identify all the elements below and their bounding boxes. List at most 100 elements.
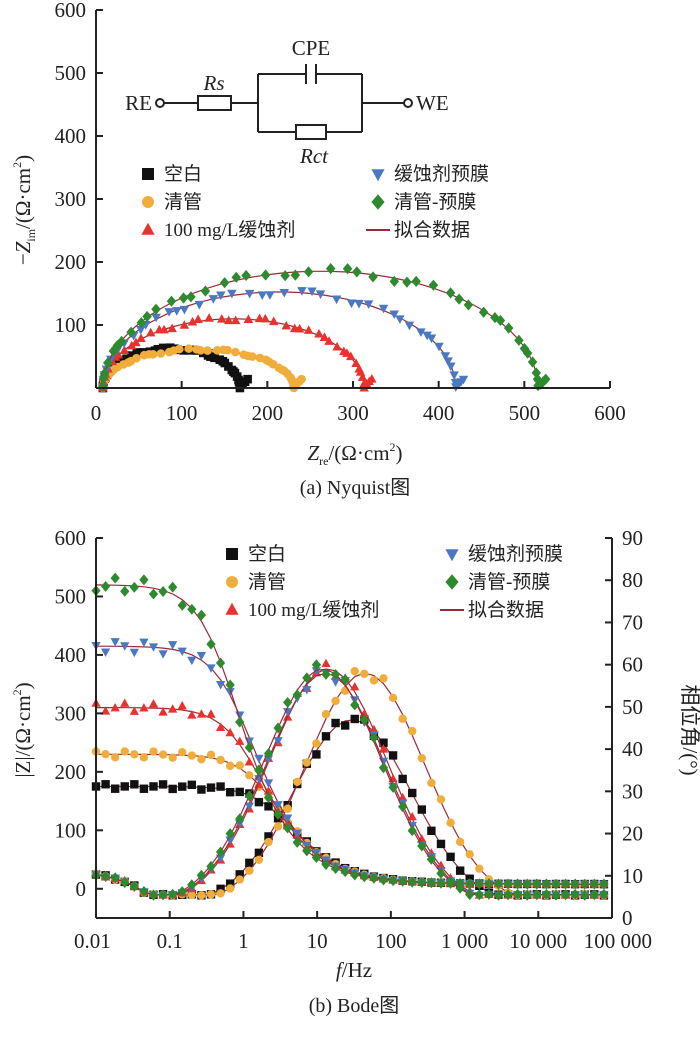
bode-impedance-point [254, 754, 264, 764]
nyquist-data-point [527, 356, 538, 368]
bode-impedance-point [215, 657, 226, 669]
nyquist-data-point [113, 349, 124, 359]
bode-left-tick-label: 0 [76, 877, 87, 901]
bode-impedance-point [158, 586, 168, 597]
bode-phase-point [321, 732, 331, 741]
bode-impedance-point [177, 647, 187, 656]
bode-plot-area [91, 572, 609, 901]
bode-phase-point [379, 674, 388, 683]
bode-impedance-point [110, 572, 120, 584]
bode-impedance-point [570, 878, 580, 890]
bode-impedance-point [388, 875, 398, 887]
bode-phase-point [312, 750, 321, 759]
bode-impedance-point [197, 785, 206, 794]
nyquist-data-point [216, 291, 226, 301]
bode-phase-point [369, 676, 379, 685]
bode-impedance-point [187, 710, 197, 719]
circuit-we-label: WE [416, 91, 449, 115]
bode-impedance-point [129, 648, 139, 658]
bode-x-tick-label: 10 [307, 929, 328, 953]
nyquist-data-point [315, 290, 326, 300]
bode-right-tick-label: 10 [622, 864, 643, 888]
bode-phase-point [436, 867, 446, 879]
bode-impedance-point [149, 782, 158, 791]
nyquist-data-point [244, 289, 255, 299]
bode-impedance-point [129, 581, 139, 593]
nyquist-legend-fit-label: 拟合数据 [394, 219, 470, 241]
nyquist-data-point [281, 320, 291, 330]
nyquist-data-point [223, 345, 232, 355]
nyquist-data-point [297, 374, 306, 384]
bode-right-tick-label: 20 [622, 822, 643, 846]
nyquist-data-point [223, 315, 234, 325]
nyquist-x-label: Zre/(Ω·cm2) [307, 440, 402, 468]
bode-impedance-point [474, 878, 484, 890]
bode-impedance-point [139, 753, 149, 762]
nyquist-x-tick-label: 500 [509, 401, 541, 425]
bode-phase-point [388, 693, 398, 703]
bode-phase-point [263, 755, 274, 764]
circuit-cpe-label: CPE [292, 36, 331, 60]
bode-phase-fit [95, 719, 604, 896]
nyquist-data-point [105, 355, 116, 365]
bode-impedance-point [311, 852, 322, 864]
nyquist-data-point [200, 285, 211, 297]
bode-impedance-point [110, 784, 120, 793]
bode-phase-point [120, 877, 130, 889]
bode-phase-point [455, 882, 465, 894]
nyquist-data-point [332, 341, 342, 351]
bode-legend-marker [226, 576, 238, 588]
nyquist-data-point [354, 299, 364, 309]
bode-phase-point [331, 718, 340, 728]
bode-impedance-point [225, 727, 235, 737]
bode-phase-point [311, 659, 322, 671]
nyquist-data-point [463, 299, 474, 311]
bode-impedance-point [426, 877, 437, 889]
bode-impedance-point [321, 859, 331, 871]
bode-impedance-point [254, 797, 264, 807]
bode-phase-point [436, 839, 446, 849]
nyquist-data-point [346, 351, 356, 361]
bode-phase-point [427, 778, 436, 788]
bode-legend-marker [445, 574, 459, 590]
nyquist-data-point [158, 343, 168, 353]
nyquist-data-point [116, 335, 127, 347]
bode-impedance-point [168, 753, 177, 762]
nyquist-data-point [98, 380, 108, 392]
bode-phase-point [541, 888, 552, 900]
bode-impedance-fit [95, 584, 604, 885]
nyquist-data-point [142, 310, 152, 323]
nyquist-data-point [294, 323, 305, 333]
nyquist-data-point [136, 317, 147, 329]
bode-impedance-point [359, 871, 369, 883]
bode-legend-marker [225, 602, 239, 615]
nyquist-legend-label: 100 mg/L缓蚀剂 [164, 219, 295, 241]
bode-impedance-point [196, 652, 207, 661]
bode-impedance-point [235, 716, 245, 728]
bode-phase-point [407, 811, 417, 821]
bode-phase-point [273, 722, 283, 734]
bode-impedance-point [216, 782, 225, 791]
bode-impedance-point [417, 877, 427, 888]
nyquist-data-point [357, 372, 368, 381]
bode-impedance-point [110, 702, 120, 712]
bode-right-tick-label: 90 [622, 526, 643, 550]
bode-phase-point [273, 822, 283, 831]
nyquist-x-tick-label: 600 [594, 401, 626, 425]
nyquist-y-tick-label: 600 [55, 0, 87, 22]
bode-impedance-point [407, 876, 417, 888]
nyquist-data-point [132, 353, 141, 363]
nyquist-data-point [514, 334, 524, 346]
bode-impedance-point [215, 722, 226, 731]
bode-impedance-point [273, 808, 283, 820]
bode-phase-point [245, 858, 254, 868]
bode-phase-point [283, 804, 292, 813]
nyquist-data-point [184, 344, 194, 353]
bode-phase-point [378, 744, 389, 753]
bode-impedance-point [244, 757, 254, 766]
bode-impedance-point [235, 787, 244, 797]
nyquist-data-point [280, 270, 290, 282]
bode-impedance-point [187, 656, 197, 666]
nyquist-data-point [478, 306, 489, 318]
